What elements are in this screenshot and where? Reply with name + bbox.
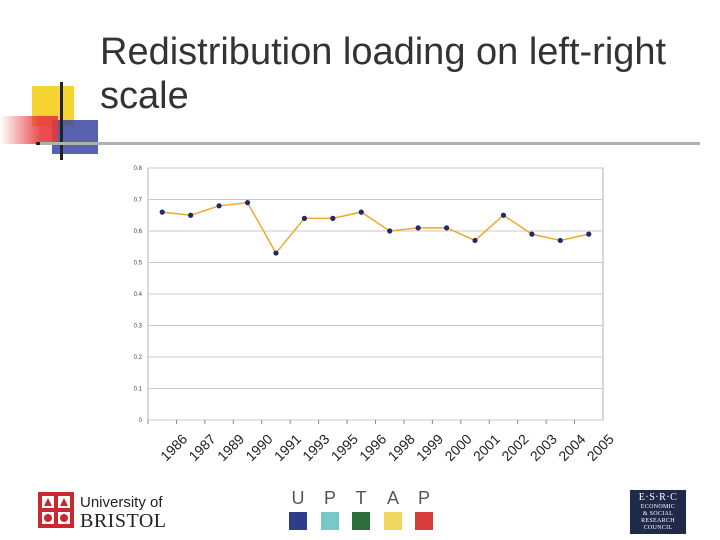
x-tick-label: 1990 [242,431,275,464]
data-point [529,231,535,237]
uptap-letter: U [291,488,305,508]
university-of-bristol-logo: University of BRISTOL [36,488,176,532]
data-point [472,237,478,244]
bristol-logo-line2: BRISTOL [80,510,167,532]
line-chart: 00.10.20.30.40.50.60.70.8198619871989199… [134,166,617,464]
title-divider [40,142,700,145]
uptap-letter: P [323,488,336,508]
x-tick-label: 1986 [157,431,190,464]
uptap-swatch [289,512,307,530]
esrc-logo-line: COUNCIL [643,525,673,531]
uptap-swatch [415,512,433,530]
data-point [159,209,165,215]
x-tick-label: 1987 [185,431,218,464]
x-tick-label: 2004 [555,431,588,464]
data-point [415,225,421,231]
data-point [500,212,507,218]
esrc-logo-title: E·S·R·C [638,492,678,503]
y-tick-label: 0 [139,418,143,424]
corner-decoration [0,70,110,160]
x-tick-label: 1999 [413,431,446,464]
data-point [273,250,279,256]
y-tick-label: 0.2 [134,355,143,361]
x-tick-label: 2001 [470,431,503,464]
x-tick-label: 1993 [299,431,332,464]
y-tick-label: 0.1 [134,387,143,393]
data-point [301,215,308,221]
x-tick-label: 1991 [271,431,304,464]
data-point [188,212,194,218]
x-tick-label: 1989 [214,431,247,464]
data-point [557,237,563,244]
y-tick-label: 0.6 [134,229,143,235]
data-point [586,231,592,237]
esrc-logo: E·S·R·C ECONOMIC & SOCIAL RESEARCH COUNC… [630,490,686,534]
uptap-logo: U P T A P [288,488,448,532]
esrc-logo-line: & SOCIAL [642,511,674,517]
esrc-logo-line: ECONOMIC [640,504,676,510]
x-tick-label: 2005 [584,431,617,464]
data-point [216,203,222,209]
uptap-swatch [321,512,339,530]
data-point [330,215,336,221]
uptap-letter: T [355,488,367,508]
y-tick-label: 0.7 [134,198,143,204]
y-tick-label: 0.3 [134,324,143,330]
x-tick-label: 2000 [441,431,474,464]
data-point [358,209,364,215]
x-tick-label: 1995 [328,431,361,464]
esrc-logo-line: RESEARCH [641,518,675,524]
data-point [387,228,393,234]
x-tick-label: 1998 [385,431,418,464]
uptap-item: U [288,488,308,530]
uptap-letter: P [417,488,430,508]
slide-title: Redistribution loading on left-right sca… [100,31,667,117]
x-tick-label: 2003 [527,431,560,464]
x-tick-label: 2002 [498,431,531,464]
bristol-crest-icon [38,492,74,528]
uptap-swatch [384,512,402,530]
uptap-item: T [351,488,371,530]
y-tick-label: 0.5 [134,261,143,267]
uptap-item: P [320,488,340,530]
uptap-swatch [352,512,370,530]
bristol-logo-line1: University of [80,494,163,511]
series-line [162,201,589,255]
x-tick-label: 1996 [356,431,389,464]
uptap-item: A [383,488,403,530]
data-point [443,225,450,231]
y-tick-label: 0.4 [134,292,143,298]
uptap-item: P [414,488,434,530]
data-point [244,200,251,206]
y-tick-label: 0.8 [134,166,143,172]
uptap-letter: A [386,488,399,508]
